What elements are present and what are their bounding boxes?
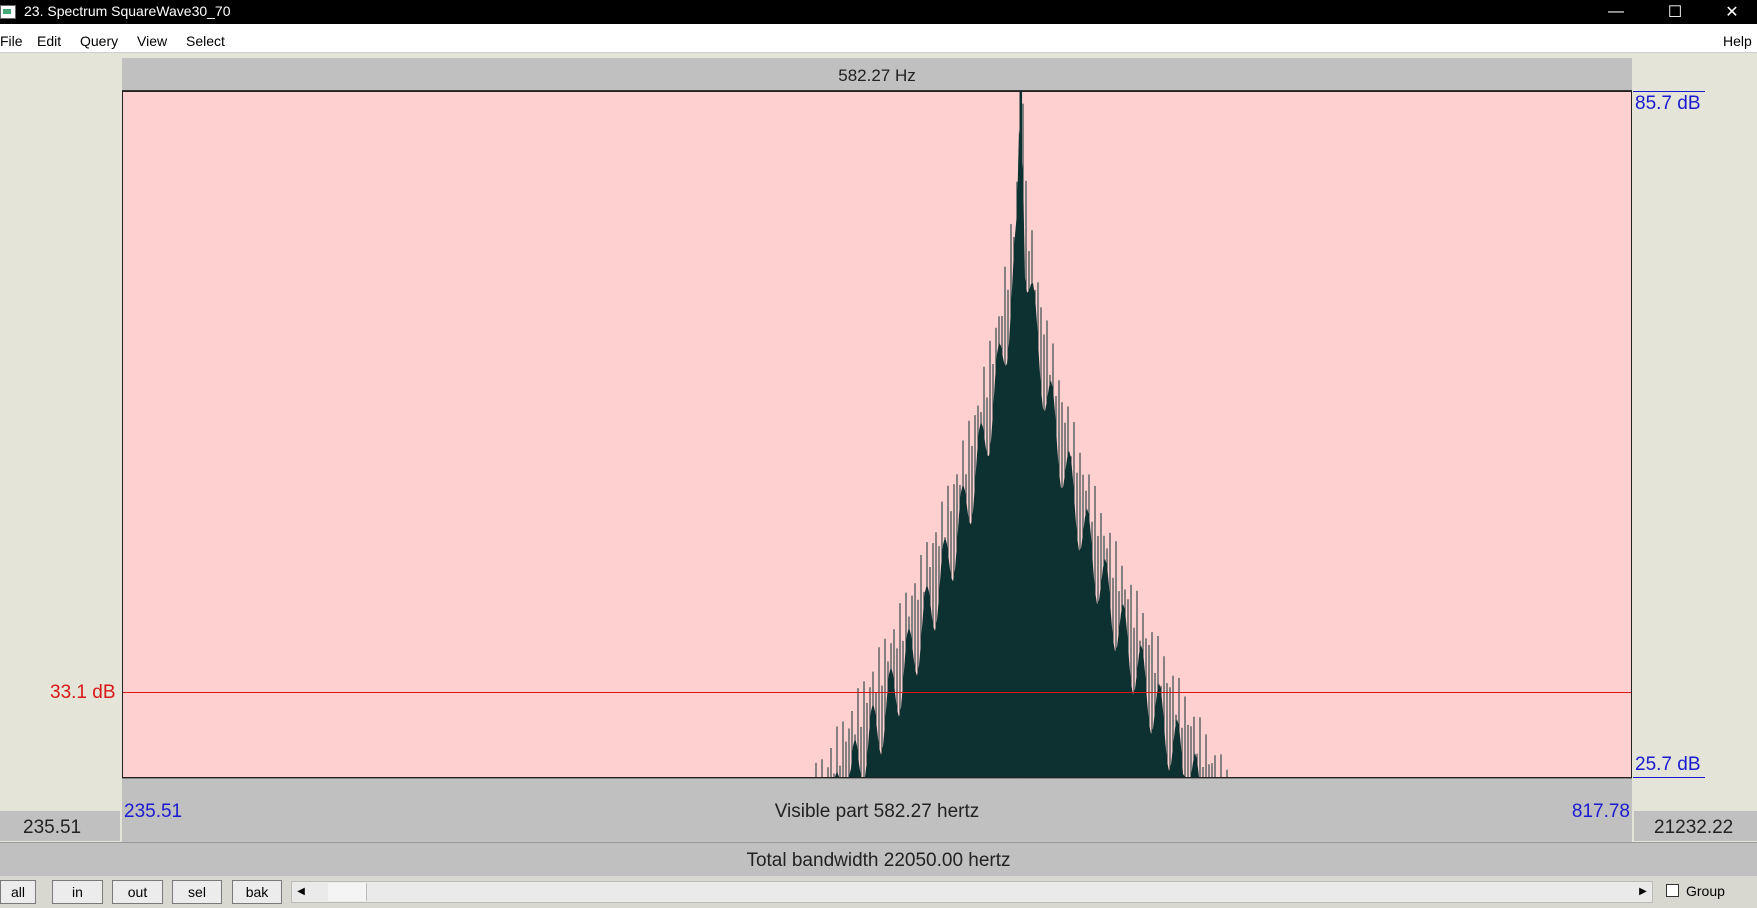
spectrum-plot[interactable] [122, 91, 1632, 778]
db-bottom-tick [1633, 777, 1705, 778]
total-start-box: 235.51 [0, 811, 120, 841]
close-button[interactable]: ✕ [1725, 4, 1739, 21]
db-bottom-label: 25.7 dB [1635, 754, 1701, 775]
visible-part-band[interactable]: 235.51 Visible part 582.27 hertz 817.78 [122, 778, 1632, 842]
window-title: 23. Spectrum SquareWave30_70 [24, 3, 231, 19]
maximize-button[interactable]: ☐ [1667, 4, 1683, 21]
menu-edit[interactable]: Edit [37, 33, 62, 49]
scroll-left-icon[interactable]: ◀ [297, 886, 305, 897]
total-end-label: 21232.22 [1654, 817, 1734, 838]
visible-part-label: Visible part 582.27 hertz [774, 801, 980, 822]
scroll-thumb[interactable] [328, 883, 367, 901]
zoom-selection-button[interactable]: sel [172, 880, 222, 904]
zoom-back-button[interactable]: bak [232, 880, 282, 904]
zoom-in-button[interactable]: in [52, 880, 103, 904]
cursor-db-label: 33.1 dB [50, 682, 116, 703]
total-bandwidth-label: Total bandwidth 22050.00 hertz [746, 850, 1011, 871]
visible-start-label: 235.51 [124, 801, 183, 822]
minimize-button[interactable]: — [1608, 3, 1624, 20]
group-label: Group [1686, 883, 1725, 899]
menu-bar: File Edit Query View Select Help [0, 24, 1757, 53]
visible-end-label: 817.78 [1571, 801, 1630, 822]
zoom-toolbar: all in out sel bak ◀ ▶ Group [0, 876, 1757, 908]
menu-help[interactable]: Help [1723, 33, 1752, 49]
zoom-out-button[interactable]: out [112, 880, 163, 904]
total-start-label: 235.51 [23, 817, 82, 838]
menu-file[interactable]: File [0, 33, 23, 49]
scroll-right-icon[interactable]: ▶ [1639, 886, 1647, 897]
total-end-box: 21232.22 [1634, 811, 1757, 841]
app-icon [0, 5, 16, 19]
db-top-tick [1633, 91, 1705, 92]
menu-view[interactable]: View [137, 33, 168, 49]
db-top-label: 85.7 dB [1635, 93, 1701, 114]
horizontal-scrollbar[interactable]: ◀ ▶ [291, 881, 1653, 903]
total-bandwidth-band[interactable]: Total bandwidth 22050.00 hertz [0, 842, 1757, 877]
menu-select[interactable]: Select [186, 33, 225, 49]
spectrum-svg [123, 92, 1631, 777]
cursor-frequency-label: 582.27 Hz [838, 66, 916, 85]
group-checkbox[interactable] [1666, 884, 1679, 897]
zoom-all-button[interactable]: all [0, 880, 36, 904]
spectrum-trace [815, 92, 1228, 777]
spectrum-envelope [123, 129, 1631, 777]
cursor-frequency-band[interactable]: 582.27 Hz [122, 58, 1632, 91]
title-bar: 23. Spectrum SquareWave30_70 — ☐ ✕ [0, 0, 1757, 24]
menu-query[interactable]: Query [80, 33, 119, 49]
